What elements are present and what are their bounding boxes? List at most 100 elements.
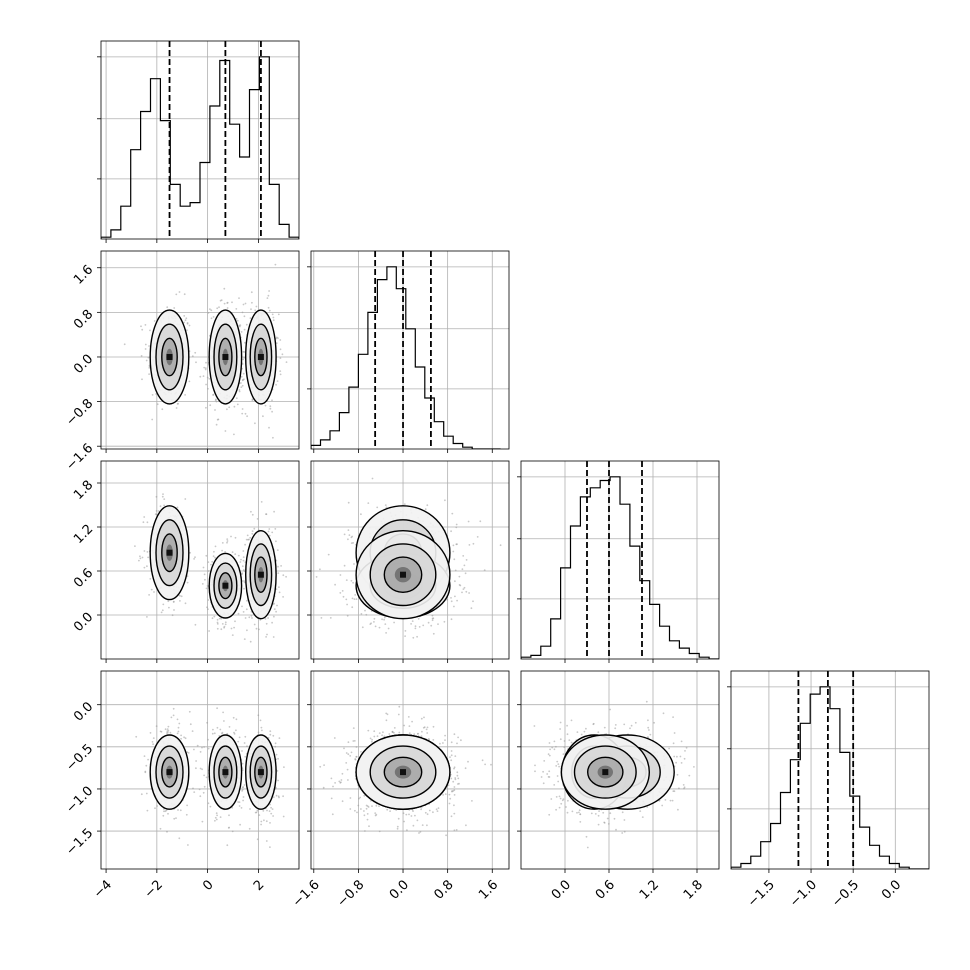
sample-point — [279, 357, 282, 359]
sample-point — [271, 410, 273, 413]
sample-point — [285, 361, 288, 363]
sample-point — [383, 735, 386, 738]
sample-point — [155, 725, 158, 727]
sample-point — [223, 625, 226, 628]
sample-point — [246, 745, 248, 748]
sample-point — [450, 815, 453, 818]
sample-point — [265, 513, 268, 516]
sample-point — [350, 579, 353, 582]
sample-point — [161, 609, 164, 612]
sample-point — [450, 754, 453, 757]
sample-point — [231, 830, 234, 833]
sample-point — [404, 635, 406, 637]
sample-point — [257, 714, 260, 717]
sample-point — [228, 406, 231, 409]
sample-point — [347, 779, 349, 781]
sample-point — [214, 819, 216, 822]
sample-point — [187, 844, 189, 846]
sample-point — [207, 608, 209, 611]
sample-point — [231, 806, 234, 809]
sample-point — [226, 844, 229, 847]
sample-point — [242, 358, 245, 361]
sample-point — [228, 814, 230, 817]
sample-point — [218, 617, 221, 620]
panel-0-2 — [97, 460, 300, 663]
sample-point — [218, 306, 220, 309]
sample-point — [253, 527, 256, 530]
sample-point — [460, 739, 462, 742]
sample-point — [179, 600, 181, 602]
density-peak — [257, 571, 264, 578]
sample-point — [354, 594, 357, 596]
density-peak — [400, 769, 406, 776]
sample-point — [246, 415, 249, 418]
sample-point — [213, 615, 216, 618]
panel-frame — [310, 250, 510, 450]
sample-point — [215, 818, 218, 821]
sample-point — [216, 418, 219, 421]
sample-point — [239, 325, 241, 328]
sample-point — [207, 802, 210, 805]
sample-point — [403, 503, 406, 505]
sample-point — [430, 624, 433, 627]
sample-point — [351, 597, 354, 600]
sample-point — [402, 812, 405, 815]
sample-point — [347, 501, 350, 504]
sample-point — [499, 544, 502, 547]
density-peak — [222, 769, 229, 776]
sample-point — [446, 598, 449, 601]
sample-point — [398, 731, 401, 734]
sample-point — [178, 291, 181, 293]
sample-point — [243, 587, 245, 590]
sample-point — [456, 599, 458, 602]
sample-point — [458, 584, 461, 586]
sample-point — [347, 753, 350, 756]
sample-point — [238, 297, 240, 299]
sample-point — [272, 796, 275, 798]
sample-point — [149, 578, 152, 580]
sample-point — [240, 382, 242, 384]
sample-point — [205, 554, 208, 557]
sample-point — [462, 588, 465, 590]
sample-point — [349, 755, 352, 757]
sample-point — [205, 776, 208, 779]
sample-point — [353, 740, 356, 742]
sample-point — [490, 763, 492, 766]
sample-point — [388, 733, 391, 735]
sample-point — [276, 380, 279, 382]
sample-point — [266, 809, 268, 812]
sample-point — [243, 378, 245, 381]
sample-point — [669, 799, 672, 802]
sample-point — [431, 614, 434, 617]
sample-point — [426, 824, 428, 827]
sample-point — [152, 743, 155, 746]
sample-point — [223, 720, 225, 722]
sample-point — [242, 786, 245, 788]
sample-point — [241, 605, 243, 608]
sample-point — [175, 407, 178, 409]
sample-point — [329, 617, 332, 619]
sample-point — [366, 813, 369, 815]
sample-point — [189, 723, 192, 726]
sample-point — [244, 341, 246, 344]
sample-point — [423, 716, 425, 719]
sample-point — [206, 376, 209, 379]
sample-point — [241, 384, 244, 387]
sample-point — [264, 404, 267, 407]
sample-point — [354, 809, 356, 812]
sample-point — [439, 742, 441, 745]
sample-point — [340, 781, 342, 784]
sample-point — [179, 595, 181, 597]
sample-point — [437, 807, 440, 809]
sample-point — [248, 538, 250, 541]
sample-point — [682, 784, 685, 786]
sample-point — [140, 793, 143, 796]
sample-point — [418, 626, 421, 628]
sample-point — [240, 558, 242, 561]
panel-frame — [100, 40, 300, 240]
sample-point — [277, 779, 279, 782]
sample-point — [465, 559, 468, 561]
sample-point — [209, 308, 211, 310]
sample-point — [148, 345, 151, 347]
sample-point — [275, 610, 277, 613]
